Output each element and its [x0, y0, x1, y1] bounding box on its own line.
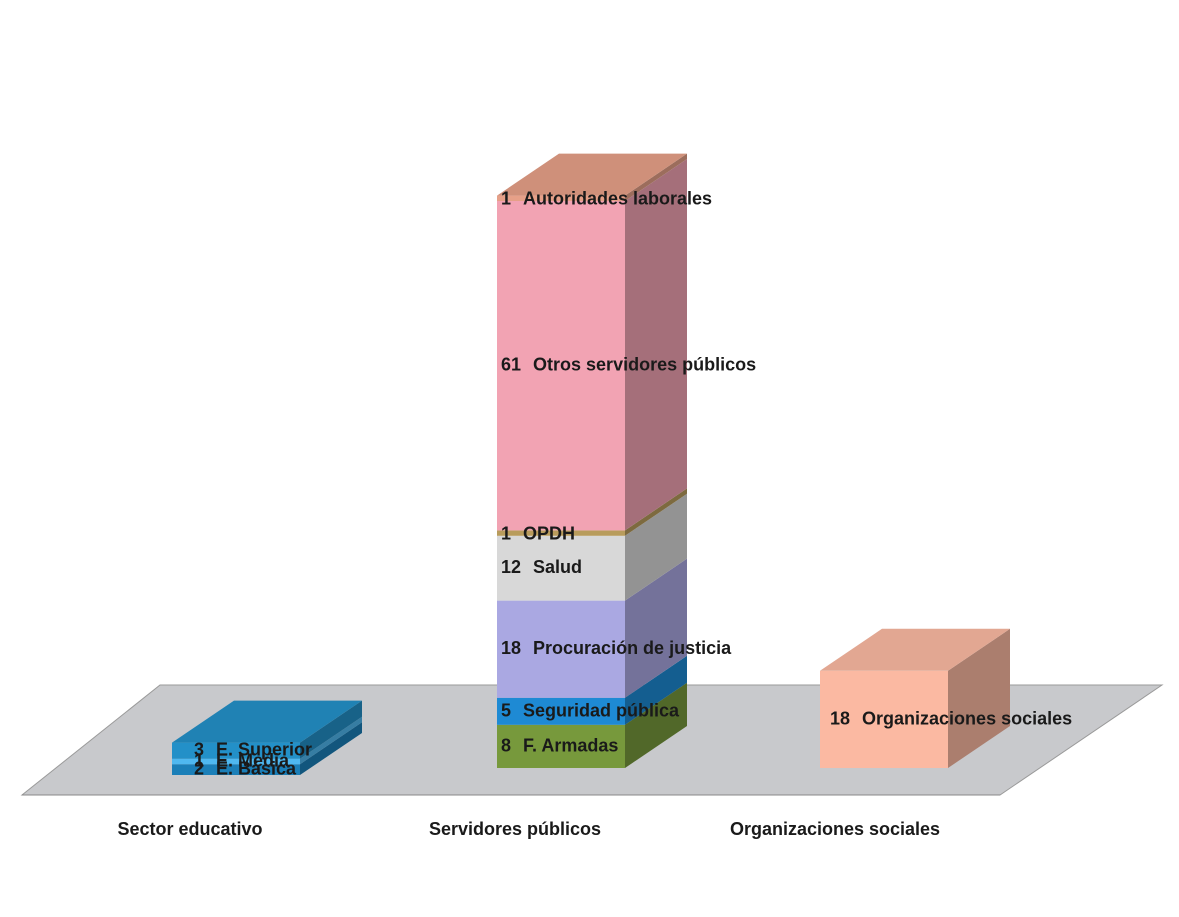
value-label: 1 — [194, 750, 204, 770]
series-label: F. Armadas — [523, 735, 618, 755]
bar-side — [300, 722, 362, 775]
value-label: 3 — [194, 739, 204, 759]
series-label: OPDH — [523, 523, 575, 543]
value-label: 1 — [501, 188, 511, 208]
bar-top — [820, 628, 1010, 671]
x-tick-label: Organizaciones sociales — [730, 819, 940, 839]
bar-side — [625, 558, 687, 698]
bar — [172, 742, 300, 759]
data-label: 1 E. Media — [194, 750, 290, 770]
bar — [497, 697, 625, 725]
data-label: 61 Otros servidores públicos — [501, 354, 756, 374]
value-label: 61 — [501, 354, 521, 374]
bar-side — [625, 655, 687, 725]
series-label: Autoridades laborales — [523, 188, 712, 208]
data-label: 1 Autoridades laborales — [501, 188, 712, 208]
series-label: E. Superior — [216, 739, 312, 759]
series-label: Procuración de justicia — [533, 638, 732, 658]
value-label: 1 — [501, 523, 511, 543]
data-label: 3 E. Superior — [194, 739, 312, 759]
bar-side — [625, 682, 687, 768]
value-label: 18 — [501, 638, 521, 658]
x-tick-label: Sector educativo — [117, 819, 262, 839]
series-label: E. Básica — [216, 758, 297, 778]
bar — [172, 764, 300, 775]
bar — [497, 600, 625, 698]
data-label: 8 F. Armadas — [501, 735, 618, 755]
x-tick-label: Servidores públicos — [429, 819, 601, 839]
bar-top — [172, 700, 362, 743]
bar-side — [300, 700, 362, 759]
value-label: 18 — [830, 708, 850, 728]
series-label: Organizaciones sociales — [862, 708, 1072, 728]
value-label: 2 — [194, 758, 204, 778]
bar-side — [625, 159, 687, 531]
bar-side — [625, 493, 687, 601]
value-label: 5 — [501, 700, 511, 720]
series-label: Seguridad pública — [523, 700, 680, 720]
bar — [497, 535, 625, 601]
value-label: 12 — [501, 557, 521, 577]
bar — [497, 530, 625, 536]
bar — [172, 758, 300, 765]
data-label: 18 Procuración de justicia — [501, 638, 732, 658]
bar — [820, 670, 948, 768]
bar-side — [948, 628, 1010, 768]
data-label: 2 E. Básica — [194, 758, 297, 778]
bar-side — [300, 716, 362, 765]
data-label: 12 Salud — [501, 557, 582, 577]
bar-side — [625, 153, 687, 201]
data-label: 5 Seguridad pública — [501, 700, 680, 720]
series-label: E. Media — [216, 750, 290, 770]
bar — [497, 195, 625, 201]
series-label: Otros servidores públicos — [533, 354, 756, 374]
bar-top — [497, 153, 687, 196]
value-label: 8 — [501, 735, 511, 755]
data-label: 18 Organizaciones sociales — [830, 708, 1072, 728]
series-label: Salud — [533, 557, 582, 577]
bar — [497, 724, 625, 768]
bar-side — [625, 488, 687, 536]
bar — [497, 201, 625, 531]
data-label: 1 OPDH — [501, 523, 575, 543]
